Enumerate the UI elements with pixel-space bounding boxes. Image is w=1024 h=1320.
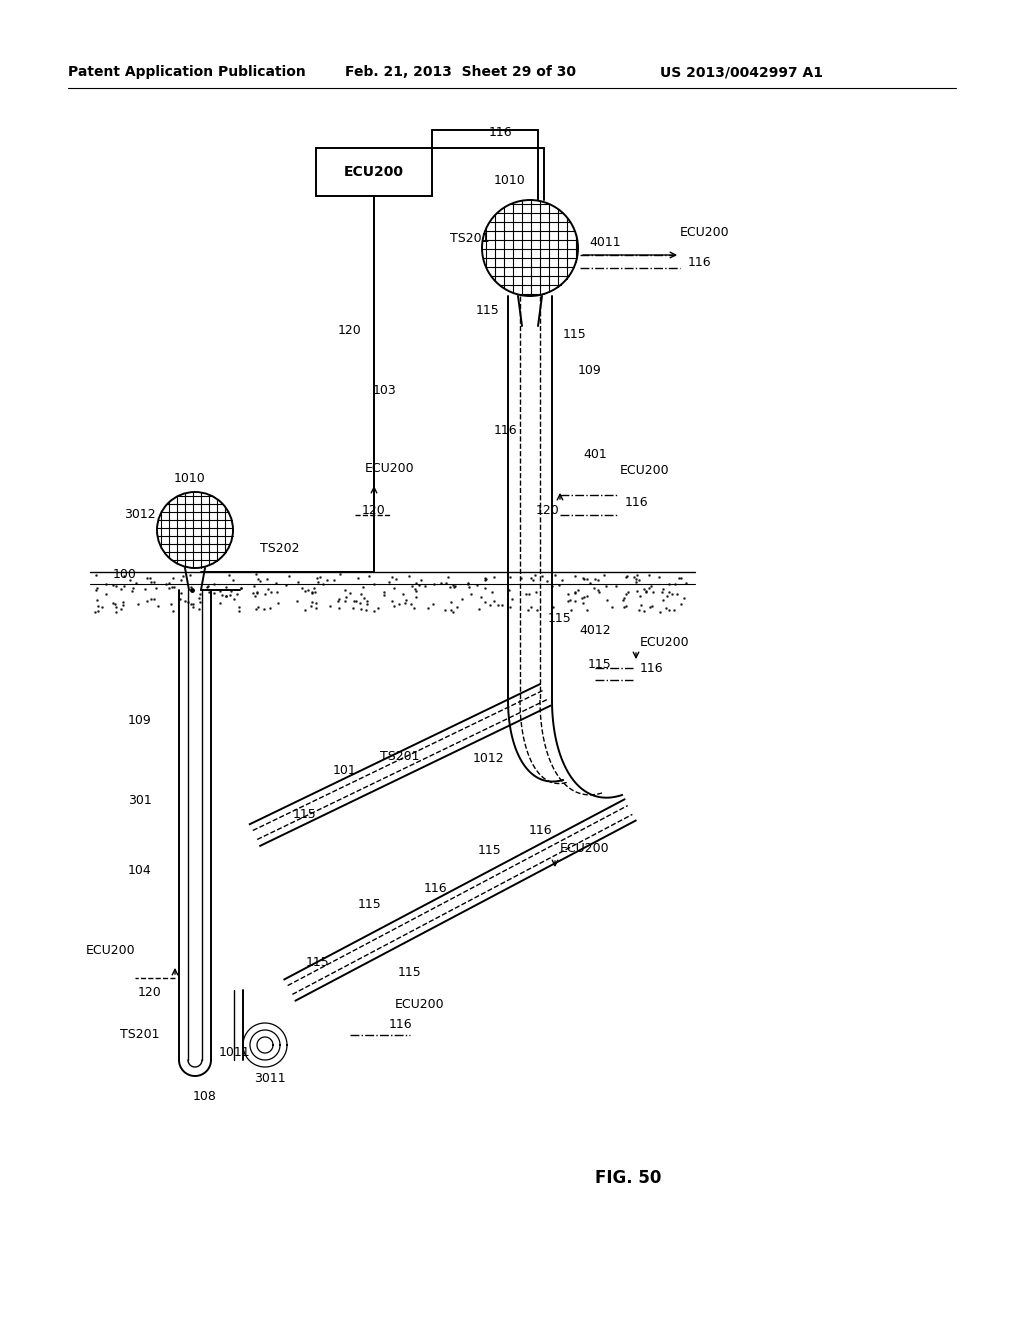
Text: ECU200: ECU200 (560, 842, 609, 854)
Text: 3012: 3012 (124, 508, 156, 521)
Text: 116: 116 (528, 824, 552, 837)
Text: 101: 101 (333, 763, 357, 776)
Text: ECU200: ECU200 (85, 944, 135, 957)
Text: 1011: 1011 (218, 1045, 250, 1059)
Text: 120: 120 (537, 503, 560, 516)
Text: ECU200: ECU200 (366, 462, 415, 474)
Text: FIG. 50: FIG. 50 (595, 1170, 662, 1187)
Text: ECU200: ECU200 (620, 463, 670, 477)
Text: 116: 116 (488, 125, 512, 139)
Text: 116: 116 (494, 424, 517, 437)
Text: 108: 108 (194, 1089, 217, 1102)
Text: 115: 115 (398, 965, 422, 978)
Bar (316, 148, 432, 195)
Text: TS202: TS202 (260, 541, 299, 554)
Text: 109: 109 (579, 363, 602, 376)
Text: 100: 100 (113, 569, 137, 582)
Text: 3011: 3011 (254, 1072, 286, 1085)
Text: 115: 115 (478, 843, 502, 857)
Text: 116: 116 (688, 256, 712, 268)
Text: Feb. 21, 2013  Sheet 29 of 30: Feb. 21, 2013 Sheet 29 of 30 (345, 65, 575, 79)
Text: 115: 115 (476, 304, 500, 317)
Text: 116: 116 (423, 882, 446, 895)
Text: 104: 104 (128, 863, 152, 876)
Text: Patent Application Publication: Patent Application Publication (68, 65, 306, 79)
Text: 116: 116 (640, 661, 664, 675)
Text: ECU200: ECU200 (344, 165, 404, 180)
Text: 1010: 1010 (174, 471, 206, 484)
Text: 115: 115 (293, 808, 316, 821)
Text: 103: 103 (373, 384, 397, 396)
Text: ECU200: ECU200 (395, 998, 444, 1011)
Text: 401: 401 (583, 449, 607, 462)
Text: 116: 116 (388, 1019, 412, 1031)
Text: TS201: TS201 (380, 751, 420, 763)
Text: 109: 109 (128, 714, 152, 726)
Text: 301: 301 (128, 793, 152, 807)
Text: ECU200: ECU200 (680, 226, 730, 239)
Text: TS201: TS201 (451, 231, 489, 244)
Text: 120: 120 (362, 503, 386, 516)
Text: ECU200: ECU200 (640, 635, 689, 648)
Text: 115: 115 (358, 899, 382, 912)
Text: 4011: 4011 (589, 236, 621, 249)
Text: 115: 115 (548, 611, 571, 624)
Text: 1012: 1012 (472, 751, 504, 764)
Text: 115: 115 (306, 957, 330, 969)
Text: 1010: 1010 (495, 173, 526, 186)
Text: US 2013/0042997 A1: US 2013/0042997 A1 (660, 65, 823, 79)
Text: 115: 115 (588, 659, 612, 672)
Text: 115: 115 (563, 329, 587, 342)
Text: 116: 116 (625, 495, 648, 508)
Text: 4012: 4012 (580, 623, 610, 636)
Text: 120: 120 (338, 323, 361, 337)
Text: TS201: TS201 (120, 1028, 160, 1041)
Text: 120: 120 (138, 986, 162, 999)
